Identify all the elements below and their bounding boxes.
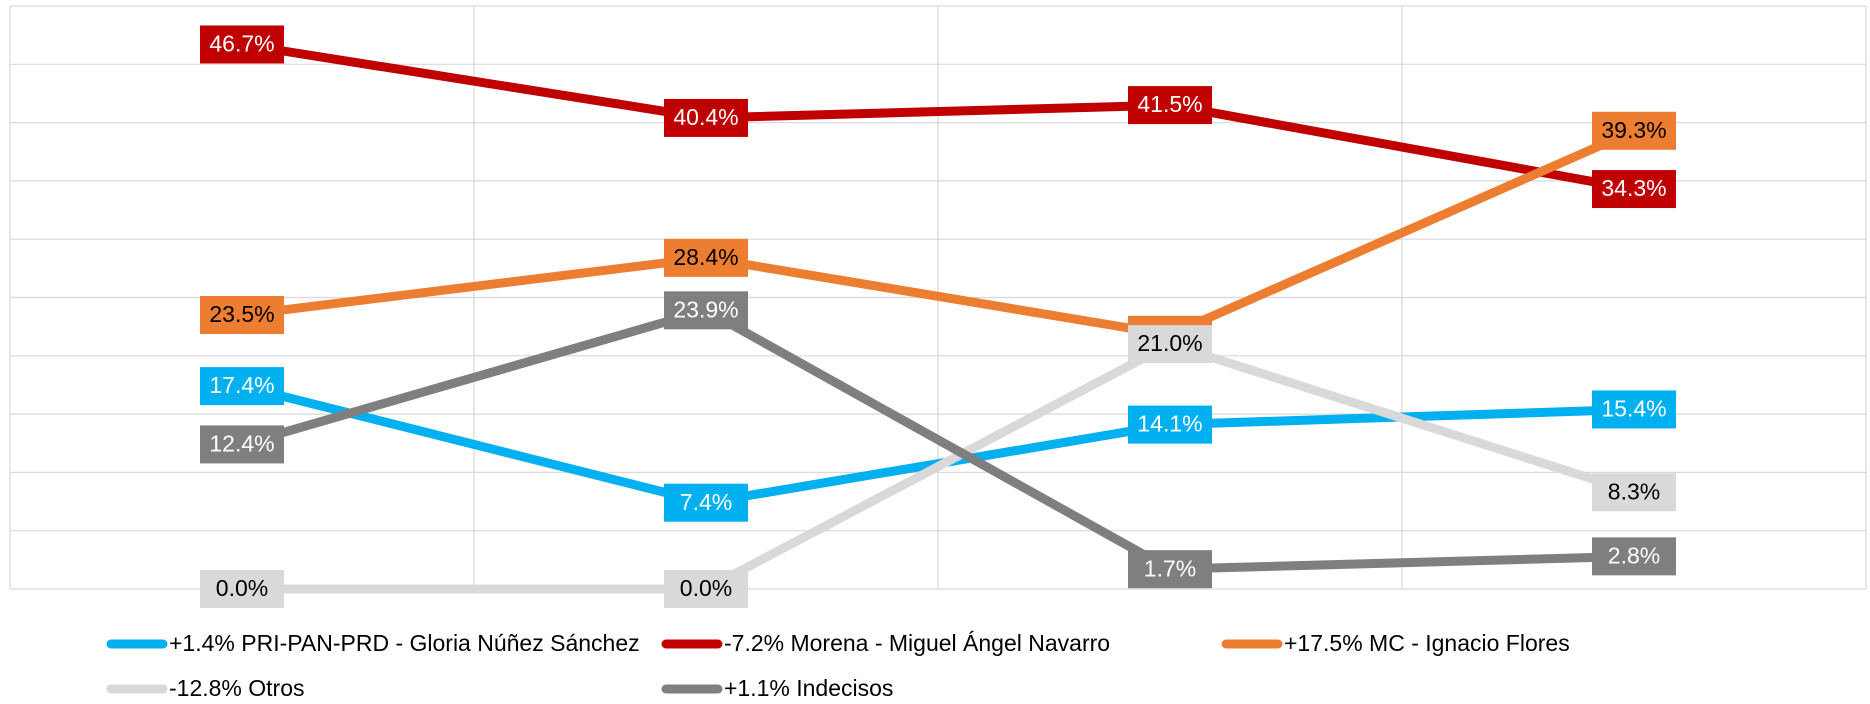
legend-item: +1.4% PRI-PAN-PRD - Gloria Núñez Sánchez: [106, 630, 640, 656]
data-label: 40.4%: [664, 98, 748, 137]
data-label-box: [664, 570, 748, 608]
data-label: 34.3%: [1592, 170, 1676, 209]
data-label-text: 23.5%: [209, 301, 274, 327]
legend-item: -12.8% Otros: [106, 675, 305, 701]
data-label: 23.5%: [200, 295, 284, 334]
data-label-box: [200, 25, 284, 64]
data-label-text: 34.3%: [1601, 175, 1666, 201]
data-label: 1.7%: [1128, 550, 1212, 589]
legend-label: +1.4% PRI-PAN-PRD - Gloria Núñez Sánchez: [169, 630, 640, 656]
series-line: [241, 126, 1636, 340]
series-line: [240, 305, 1635, 574]
data-label-box: [1128, 550, 1212, 589]
data-label-text: 39.3%: [1601, 117, 1666, 143]
data-label-box: [200, 367, 284, 406]
data-label-box: [1592, 170, 1676, 209]
data-label-box: [1128, 86, 1212, 125]
data-label: 41.5%: [1128, 86, 1212, 125]
data-label-text: 23.9%: [673, 296, 738, 322]
data-label-box: [1592, 537, 1676, 576]
data-label-box: [1592, 390, 1676, 429]
data-label: 14.1%: [1128, 405, 1212, 444]
data-label: 17.4%: [200, 367, 284, 406]
data-label-box: [664, 98, 748, 137]
data-label: 0.0%: [664, 570, 748, 608]
series-line: [241, 40, 1635, 194]
data-label-box: [1128, 325, 1212, 364]
data-label: 46.7%: [200, 25, 284, 64]
data-label-text: 14.1%: [1137, 411, 1202, 437]
series-line: [242, 339, 1636, 594]
data-label-text: 2.8%: [1608, 542, 1660, 568]
data-label-box: [1592, 111, 1676, 150]
data-label-text: 15.4%: [1601, 396, 1666, 422]
data-label: 12.4%: [200, 425, 284, 464]
data-label-text: 0.0%: [680, 575, 732, 601]
legend-item: +17.5% MC - Ignacio Flores: [1221, 630, 1570, 656]
data-label-text: 1.7%: [1144, 555, 1196, 581]
data-label-box: [1592, 473, 1676, 512]
data-label-text: 21.0%: [1137, 330, 1202, 356]
data-label-box: [664, 238, 748, 277]
data-label: 39.3%: [1592, 111, 1676, 150]
legend-label: -7.2% Morena - Miguel Ángel Navarro: [724, 630, 1110, 656]
legend-label: +1.1% Indecisos: [724, 675, 893, 701]
data-label: 8.3%: [1592, 473, 1676, 512]
data-label: 23.9%: [664, 291, 748, 330]
data-label: 21.0%: [1128, 325, 1212, 364]
data-label-text: 7.4%: [680, 489, 732, 515]
data-label-text: 8.3%: [1608, 478, 1660, 504]
data-label-text: 41.5%: [1137, 91, 1202, 117]
data-label: 7.4%: [664, 483, 748, 522]
legend-item: -7.2% Morena - Miguel Ángel Navarro: [661, 630, 1110, 656]
data-label-box: [200, 570, 284, 608]
data-label: 28.4%: [664, 238, 748, 277]
data-label-text: 17.4%: [209, 372, 274, 398]
legend-label: +17.5% MC - Ignacio Flores: [1284, 630, 1570, 656]
data-label-box: [664, 291, 748, 330]
legend-label: -12.8% Otros: [169, 675, 305, 701]
data-label-text: 46.7%: [209, 31, 274, 57]
data-label: 0.0%: [200, 570, 284, 608]
data-label-text: 0.0%: [216, 575, 268, 601]
data-label: 15.4%: [1592, 390, 1676, 429]
data-label-box: [1128, 405, 1212, 444]
data-label-box: [200, 295, 284, 334]
data-label-text: 12.4%: [209, 430, 274, 456]
data-label-text: 28.4%: [673, 244, 738, 270]
data-label-box: [664, 483, 748, 522]
data-label: 2.8%: [1592, 537, 1676, 576]
legend-item: +1.1% Indecisos: [661, 675, 893, 701]
data-label-box: [200, 425, 284, 464]
data-label-text: 40.4%: [673, 104, 738, 130]
